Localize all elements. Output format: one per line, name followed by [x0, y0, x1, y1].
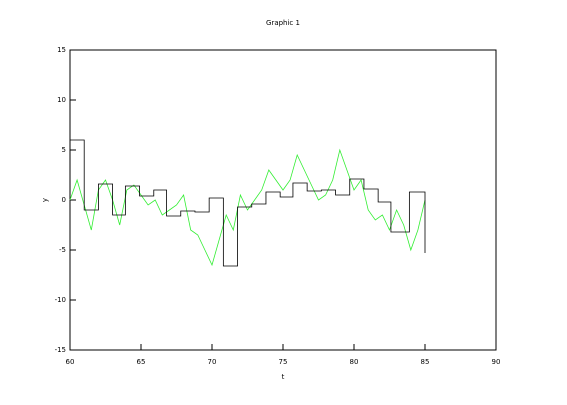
- series-line: [69, 148, 426, 267]
- x-tick-label: 80: [350, 358, 359, 366]
- x-tick-label: 90: [492, 358, 501, 366]
- y-tick-label: -5: [59, 246, 66, 254]
- chart-title: Graphic 1: [266, 19, 300, 27]
- x-tick-label: 75: [279, 358, 288, 366]
- y-tick-label: 0: [62, 196, 66, 204]
- x-tick-label: 60: [66, 358, 75, 366]
- y-tick-label: 5: [62, 146, 66, 154]
- series-line: [70, 139, 426, 267]
- y-tick-label: 15: [57, 46, 66, 54]
- x-tick-label: 85: [421, 358, 430, 366]
- x-tick-label: 70: [208, 358, 217, 366]
- y-tick-label: 10: [57, 96, 66, 104]
- plot-frame: [69, 49, 497, 351]
- y-tick-label: -15: [55, 346, 66, 354]
- y-axis-label: y: [41, 198, 49, 202]
- y-tick-label: -10: [55, 296, 66, 304]
- x-tick-label: 65: [137, 358, 146, 366]
- x-axis-label: t: [282, 373, 285, 381]
